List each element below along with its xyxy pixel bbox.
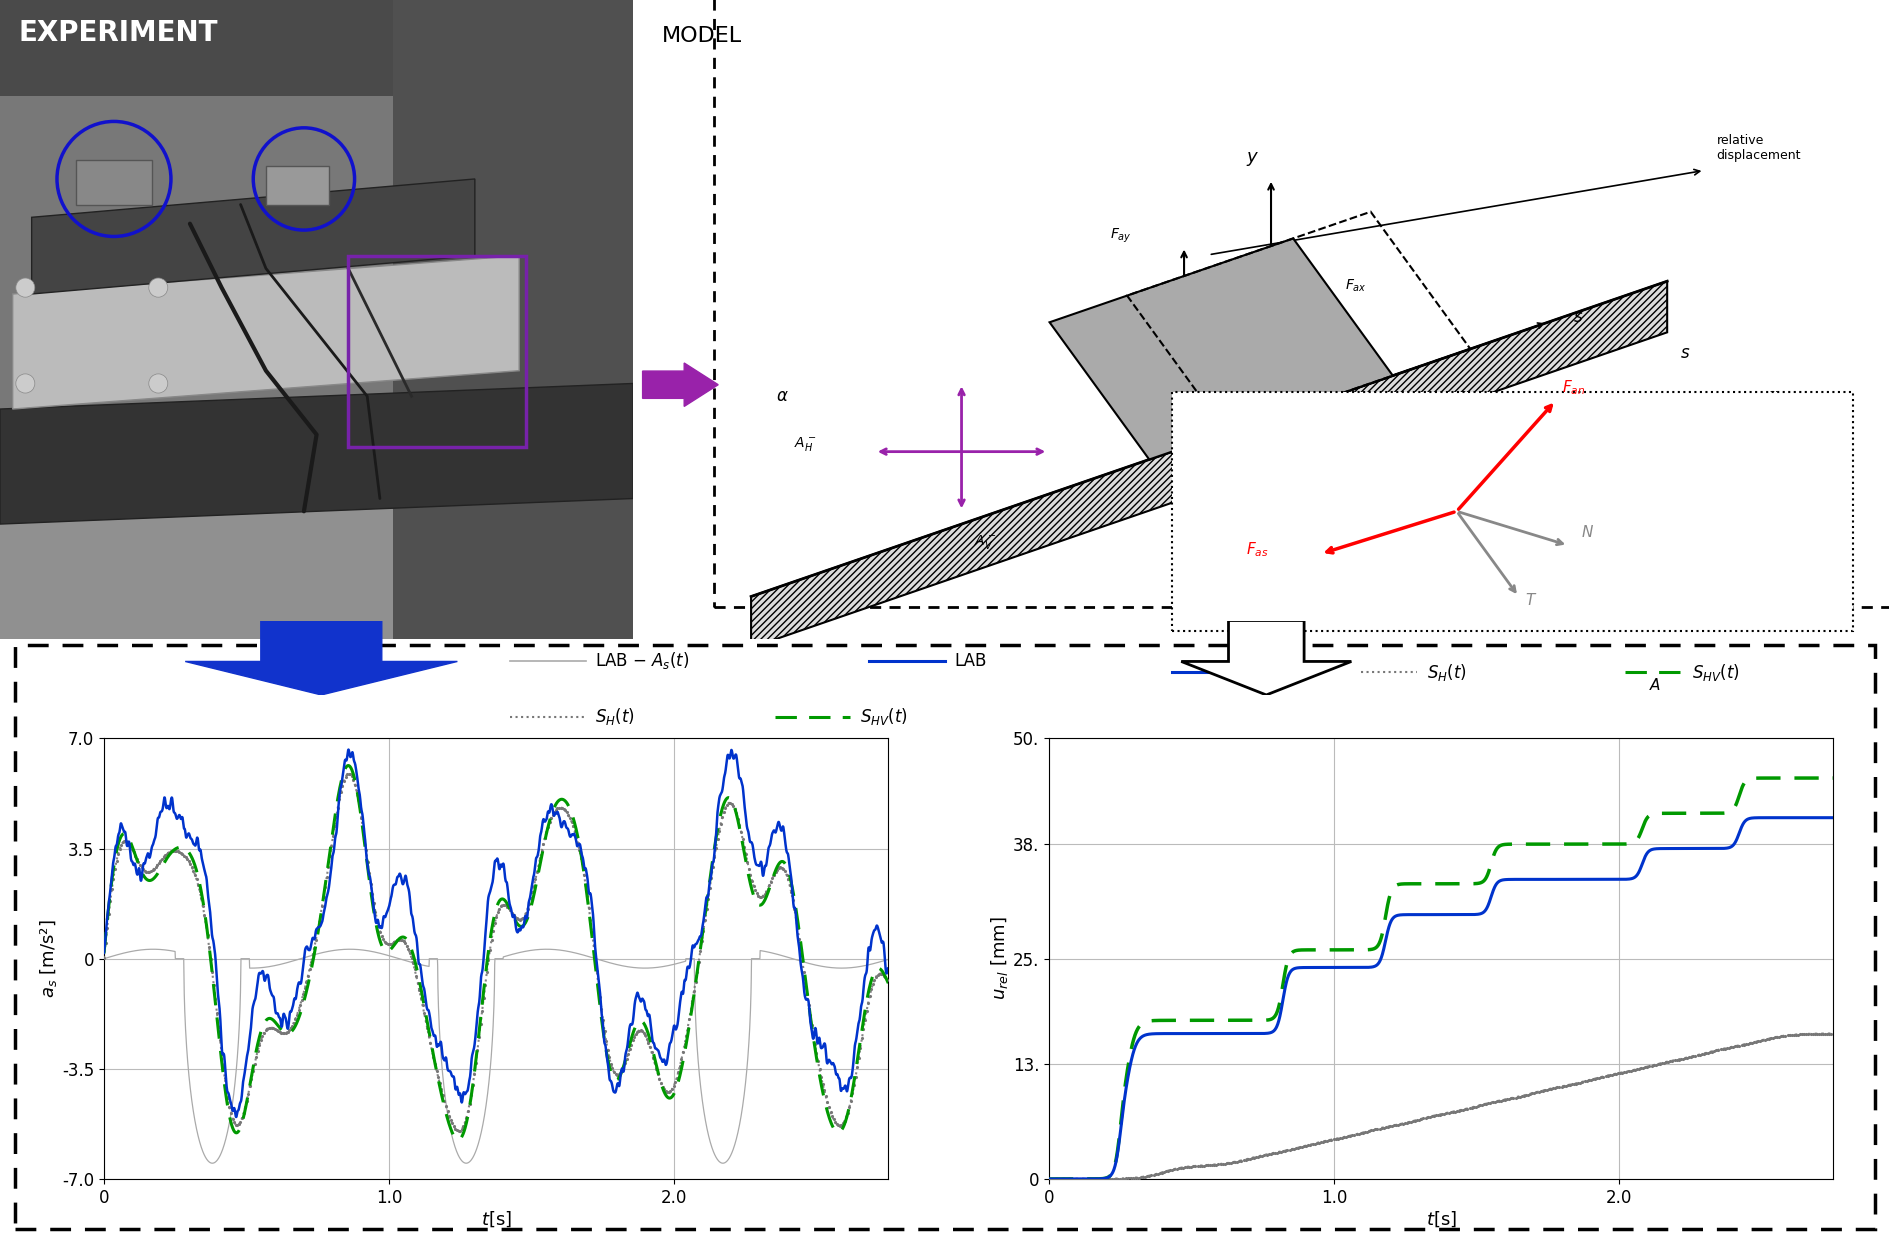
Text: $\alpha$: $\alpha$ [1764,386,1778,405]
Polygon shape [185,620,457,695]
Text: $\alpha$: $\alpha$ [1456,386,1468,405]
Text: $F_{as}$: $F_{as}$ [1245,540,1268,558]
Text: EXPERIMENT: EXPERIMENT [19,19,219,47]
Text: $T$: $T$ [1524,592,1536,608]
Text: $S_{HV}(t)$: $S_{HV}(t)$ [859,706,907,727]
Polygon shape [0,383,633,524]
Bar [348,256,525,448]
Y-axis label: $a_s$ [m/s²]: $a_s$ [m/s²] [38,920,59,998]
Text: MODEL: MODEL [661,26,742,46]
Circle shape [15,278,34,297]
Text: $y$: $y$ [1245,150,1258,168]
Text: $s$: $s$ [1679,344,1689,362]
Text: $A_V^-$: $A_V^-$ [973,534,996,551]
Bar [0,499,633,639]
Text: relative
displacement: relative displacement [1715,134,1800,161]
Text: $F_{ax}$: $F_{ax}$ [1345,277,1366,294]
Bar [0,0,633,499]
Circle shape [149,374,168,393]
Text: $R$: $R$ [1209,412,1220,431]
Polygon shape [1048,238,1392,459]
Text: $A_H^-$: $A_H^-$ [793,436,816,453]
Polygon shape [1181,620,1351,695]
Polygon shape [750,282,1666,648]
Text: $A$: $A$ [1647,678,1660,694]
Text: $N$: $N$ [1579,524,1592,540]
X-axis label: $t$[s]: $t$[s] [480,1210,512,1229]
Polygon shape [13,256,519,410]
Text: $x$: $x$ [1642,403,1655,422]
Text: $\alpha$: $\alpha$ [774,386,788,405]
Y-axis label: $u_{rel}$ [mm]: $u_{rel}$ [mm] [988,917,1009,1000]
Text: $S$: $S$ [1258,355,1268,369]
X-axis label: $t$[s]: $t$[s] [1424,1210,1456,1229]
Text: $S_H(t)$: $S_H(t)$ [595,706,635,727]
Text: LAB $-$ $A_s(t)$: LAB $-$ $A_s(t)$ [595,650,689,671]
Text: $S_H(t)$: $S_H(t)$ [1426,661,1466,683]
Bar [393,0,633,639]
Circle shape [149,278,168,297]
Text: $F_{an}$: $F_{an}$ [1560,379,1585,397]
Text: $Q$: $Q$ [1234,412,1247,429]
Bar [266,166,329,205]
Text: $s$: $s$ [1572,308,1583,326]
Bar [0,0,633,96]
Text: $S_{HV}(t)$: $S_{HV}(t)$ [1691,661,1738,683]
Text: LAB: LAB [954,652,986,670]
Bar [76,160,151,205]
Text: LAB: LAB [1237,663,1269,681]
Circle shape [15,374,34,393]
Polygon shape [32,179,474,294]
Bar [1171,392,1851,630]
Text: $F_{ay}$: $F_{ay}$ [1109,226,1132,244]
